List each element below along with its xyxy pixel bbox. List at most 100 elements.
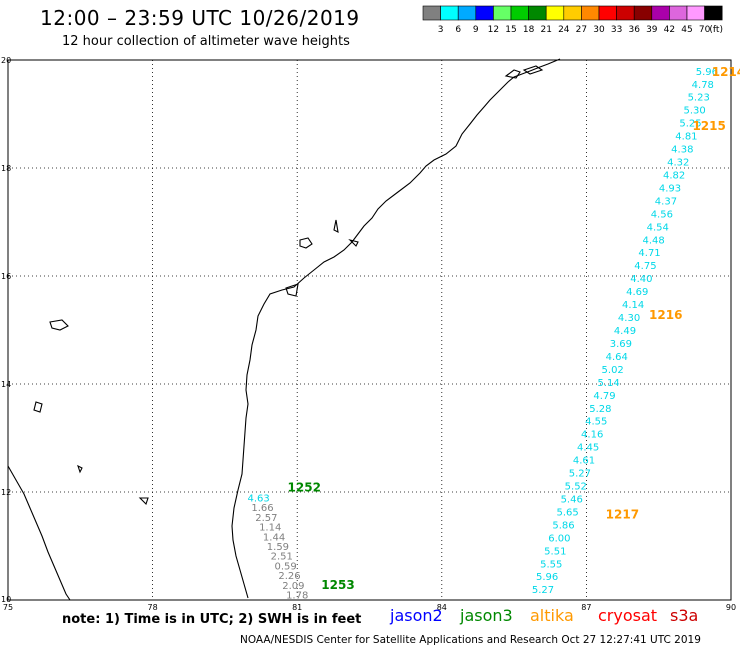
wave-height-value: 4.78 — [692, 80, 714, 91]
legend-label: 30 — [593, 25, 605, 35]
wave-height-value: 5.14 — [597, 378, 619, 389]
wave-height-value: 5.27 — [569, 469, 591, 480]
page-title: 12:00 – 23:59 UTC 10/26/2019 — [40, 6, 360, 30]
wave-height-value: 1.44 — [263, 532, 285, 543]
legend-label: 9 — [473, 25, 479, 35]
wave-height-value: 4.30 — [618, 313, 640, 324]
lon-tick-label: 78 — [148, 603, 158, 612]
legend-swatch — [510, 5, 529, 21]
legend-label: 36 — [628, 25, 640, 35]
lat-tick-label: 16 — [1, 272, 11, 281]
wave-height-value: 4.45 — [577, 443, 599, 454]
lon-tick-label: 87 — [581, 603, 591, 612]
legend-label: 70 — [699, 25, 711, 35]
legend-label: 21 — [540, 25, 551, 35]
wave-height-value: 4.81 — [675, 132, 697, 143]
legend-swatch — [440, 5, 459, 21]
color-legend: 3 6 9 12 15 18 21 24 27 30 33 36 39 42 45 70 (ft) — [422, 5, 723, 35]
legend-label: 45 — [681, 25, 692, 35]
time-label: 1217 — [606, 508, 639, 522]
lat-tick-label: 14 — [1, 380, 11, 389]
wave-height-value: 4.64 — [606, 352, 628, 363]
page-subtitle: 12 hour collection of altimeter wave hei… — [62, 34, 350, 49]
legend-label: 12 — [488, 25, 499, 35]
legend-swatch — [493, 5, 512, 21]
legend-swatch — [528, 5, 547, 21]
wave-height-value: 2.51 — [271, 552, 293, 563]
wave-height-value: 4.54 — [647, 222, 669, 233]
time-label: 1252 — [288, 481, 321, 495]
wave-height-value: 1.14 — [259, 523, 281, 534]
lat-tick-label: 12 — [1, 488, 11, 497]
legend-swatch — [563, 5, 582, 21]
coastline-segment — [7, 465, 71, 601]
lon-tick-label: 90 — [726, 603, 736, 612]
wave-height-value: 1.59 — [267, 542, 289, 553]
wave-height-value: 5.28 — [589, 404, 611, 415]
time-label: 1253 — [321, 578, 354, 592]
wave-height-value: 5.27 — [532, 585, 554, 596]
legend-label: 39 — [646, 25, 658, 35]
map-grid — [8, 60, 731, 600]
wave-height-value: 1.78 — [286, 591, 308, 602]
wave-height-value: 4.75 — [634, 261, 656, 272]
legend-label: 3 — [438, 25, 444, 35]
legend-swatch — [475, 5, 494, 21]
wave-height-value: 4.71 — [638, 248, 660, 259]
coastline-segment — [333, 219, 339, 233]
map-frame — [7, 59, 732, 601]
wave-height-value: 2.09 — [282, 581, 304, 592]
legend-swatch — [651, 5, 670, 21]
wave-height-value: 5.96 — [696, 67, 718, 78]
wave-height-value: 4.93 — [659, 183, 681, 194]
wave-height-value: 4.32 — [667, 158, 689, 169]
wave-height-value: 4.14 — [622, 300, 644, 311]
axis-ticks: 75 78 81 84 87 90 10 12 14 16 18 20 — [1, 56, 736, 612]
wave-height-value: 4.55 — [585, 417, 607, 428]
coastline-segment — [231, 58, 561, 599]
legend-swatch — [686, 5, 705, 21]
coastline-segment — [138, 497, 149, 506]
wave-height-value: 4.40 — [630, 274, 652, 285]
footer-note: note: 1) Time is in UTC; 2) SWH is in fe… — [62, 612, 362, 627]
wave-height-value: 4.82 — [663, 170, 685, 181]
wave-height-value: 4.61 — [573, 456, 595, 467]
wave-height-value: 5.46 — [561, 494, 583, 505]
lon-tick-label: 84 — [437, 603, 447, 612]
legend-swatch — [669, 5, 688, 21]
wave-height-value: 4.38 — [671, 145, 693, 156]
wave-height-value: 4.48 — [643, 235, 665, 246]
wave-height-value: 6.00 — [548, 533, 570, 544]
legend-swatch — [704, 5, 723, 21]
wave-height-value: 5.51 — [544, 546, 566, 557]
time-label: 1216 — [649, 308, 682, 322]
legend-unit: (ft) — [709, 25, 723, 35]
legend-label: 6 — [455, 25, 461, 35]
satellite-label-cryosat: cryosat — [598, 606, 658, 625]
satellite-label-jason3: jason3 — [460, 606, 513, 625]
legend-swatch — [422, 5, 441, 21]
footer-credit: NOAA/NESDIS Center for Satellite Applica… — [240, 634, 701, 646]
coastline-segment — [504, 69, 521, 79]
wave-height-value: 5.52 — [565, 482, 587, 493]
legend-swatch — [633, 5, 653, 21]
legend-swatch — [581, 5, 600, 21]
wave-height-value: 0.59 — [274, 561, 296, 572]
lat-tick-label: 10 — [1, 595, 11, 604]
altimeter-tracks: 5.96 4.78 5.23 5.30 5.25 4.81 4.38 4.324.82 4.93… — [248, 67, 719, 602]
lon-tick-label: 81 — [292, 603, 302, 612]
wave-height-value: 5.55 — [540, 559, 562, 570]
wave-height-value: 5.23 — [688, 93, 710, 104]
coastline-segment — [33, 401, 43, 413]
coastline — [7, 58, 561, 601]
wave-height-value: 4.79 — [593, 391, 615, 402]
coastline-segment — [522, 65, 544, 75]
lat-tick-label: 20 — [1, 56, 11, 65]
satellite-label-s3a: s3a — [670, 606, 699, 625]
satellite-label-jason2: jason2 — [390, 606, 443, 625]
wave-height-value: 5.96 — [536, 572, 558, 583]
wave-height-value: 5.86 — [552, 520, 574, 531]
wave-height-value: 2.57 — [255, 513, 277, 524]
